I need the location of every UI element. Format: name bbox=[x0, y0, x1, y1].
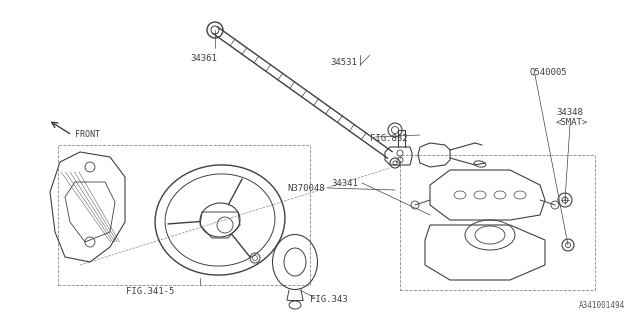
Text: N370048: N370048 bbox=[287, 183, 325, 193]
Text: FIG.341-5: FIG.341-5 bbox=[126, 287, 174, 297]
Text: 34361: 34361 bbox=[190, 53, 217, 62]
Text: 34348: 34348 bbox=[556, 108, 583, 116]
Text: A341001494: A341001494 bbox=[579, 300, 625, 309]
Text: FIG.343: FIG.343 bbox=[310, 295, 348, 305]
Text: 34531: 34531 bbox=[330, 58, 357, 67]
Text: 34341: 34341 bbox=[331, 179, 358, 188]
Text: FIG.832: FIG.832 bbox=[370, 133, 408, 142]
Text: FRONT: FRONT bbox=[75, 130, 100, 139]
Text: <SMAT>: <SMAT> bbox=[556, 117, 588, 126]
Text: Q540005: Q540005 bbox=[530, 68, 568, 76]
